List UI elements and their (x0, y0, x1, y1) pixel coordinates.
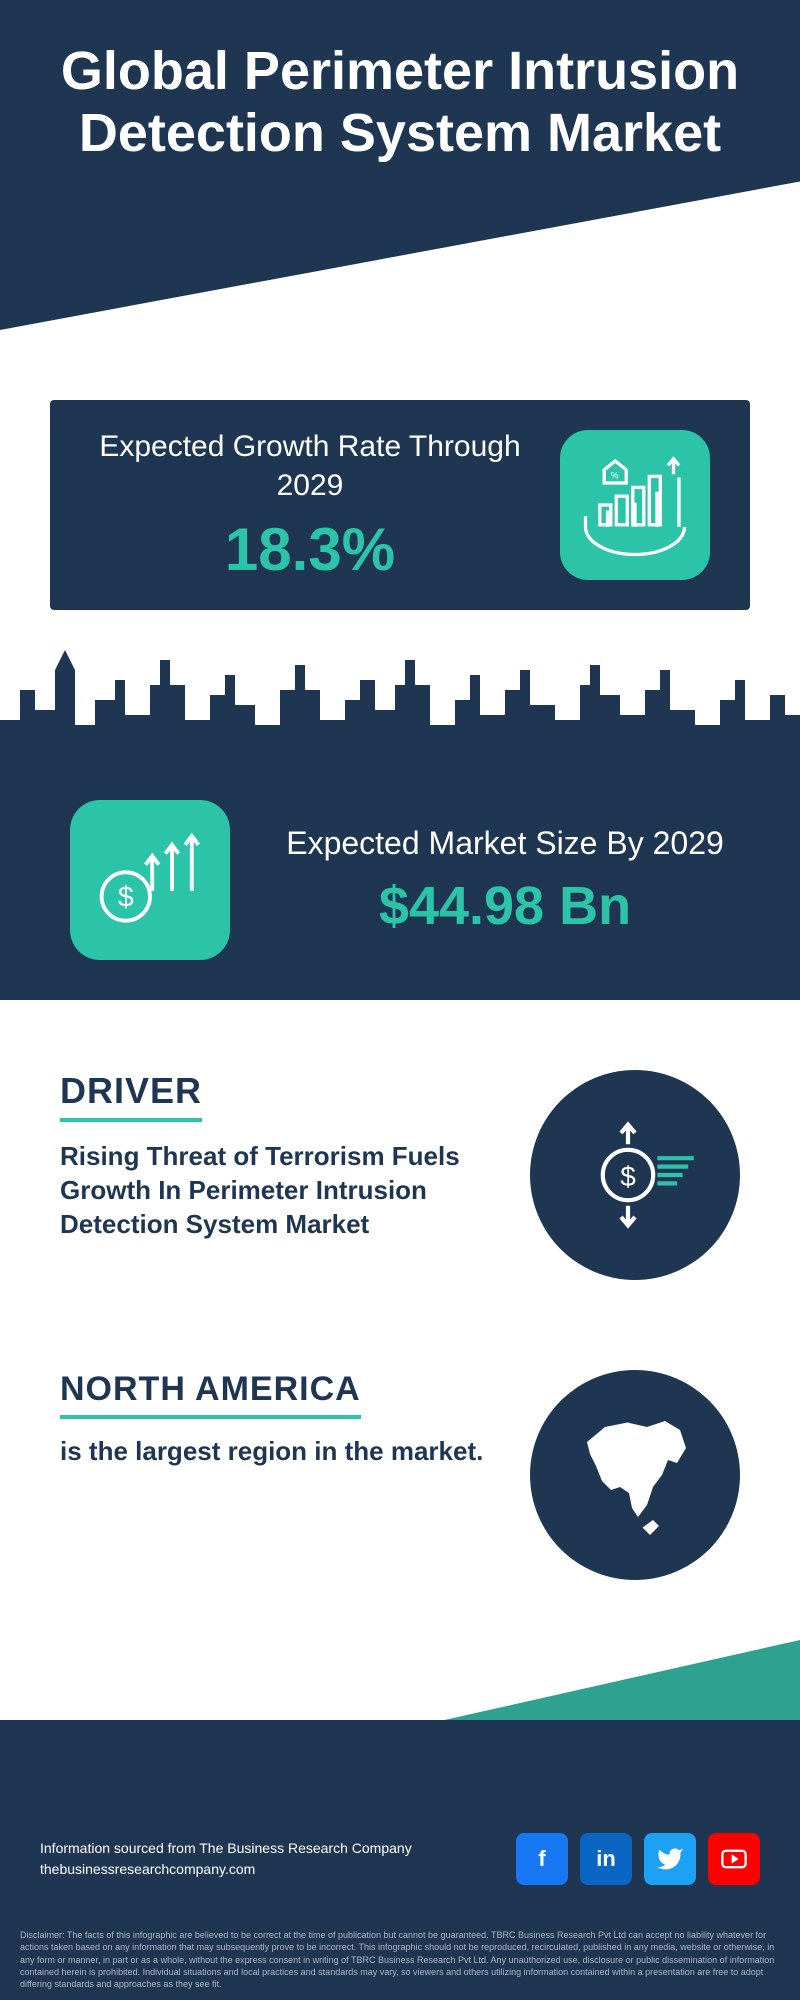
money-flow-icon: $ (530, 1070, 740, 1280)
svg-text:%: % (611, 471, 619, 481)
market-size-value: $44.98 Bn (280, 875, 730, 937)
infographic-page: Global Perimeter Intrusion Detection Sys… (0, 0, 800, 2000)
linkedin-link[interactable]: in (580, 1833, 632, 1885)
market-size-label: Expected Market Size By 2029 (280, 823, 730, 863)
north-america-map-icon (530, 1370, 740, 1580)
svg-text:$: $ (620, 1161, 636, 1192)
page-title: Global Perimeter Intrusion Detection Sys… (0, 40, 800, 164)
region-section: NORTH AMERICA is the largest region in t… (60, 1370, 740, 1580)
dollar-arrows-icon: $ (70, 800, 230, 960)
growth-rate-text-block: Expected Growth Rate Through 2029 18.3% (90, 427, 530, 584)
footer-content: Information sourced from The Business Re… (40, 1833, 760, 1885)
driver-section: DRIVER Rising Threat of Terrorism Fuels … (60, 1070, 740, 1280)
growth-chart-icon: % (560, 430, 710, 580)
market-size-card: $ Expected Market Size By 2029 $44.98 Bn (0, 760, 800, 1000)
growth-rate-value: 18.3% (90, 515, 530, 584)
driver-heading: DRIVER (60, 1070, 202, 1122)
driver-text-block: DRIVER Rising Threat of Terrorism Fuels … (60, 1070, 500, 1241)
twitter-link[interactable] (644, 1833, 696, 1885)
region-heading: NORTH AMERICA (60, 1370, 361, 1419)
svg-text:$: $ (118, 881, 134, 913)
source-attribution: Information sourced from The Business Re… (40, 1838, 412, 1880)
facebook-link[interactable]: f (516, 1833, 568, 1885)
footer-panel: Information sourced from The Business Re… (0, 1720, 800, 2000)
market-size-text-block: Expected Market Size By 2029 $44.98 Bn (280, 823, 730, 937)
driver-body: Rising Threat of Terrorism Fuels Growth … (60, 1140, 500, 1241)
header-panel: Global Perimeter Intrusion Detection Sys… (0, 0, 800, 330)
region-text-block: NORTH AMERICA is the largest region in t… (60, 1370, 500, 1469)
source-line1: Information sourced from The Business Re… (40, 1838, 412, 1859)
social-links: f in (516, 1833, 760, 1885)
disclaimer-text: Disclaimer: The facts of this infographi… (20, 1929, 780, 1990)
youtube-link[interactable] (708, 1833, 760, 1885)
growth-rate-card: Expected Growth Rate Through 2029 18.3% … (50, 400, 750, 610)
city-skyline-icon (0, 630, 800, 760)
source-line2: thebusinessresearchcompany.com (40, 1859, 412, 1880)
growth-rate-label: Expected Growth Rate Through 2029 (90, 427, 530, 505)
region-body: is the largest region in the market. (60, 1435, 500, 1469)
